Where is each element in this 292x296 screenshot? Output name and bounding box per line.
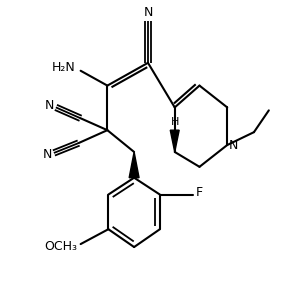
Text: N: N: [229, 139, 239, 152]
Text: F: F: [196, 186, 203, 199]
Text: H: H: [171, 117, 179, 127]
Text: OCH₃: OCH₃: [45, 239, 78, 252]
Text: N: N: [44, 99, 54, 112]
Text: H₂N: H₂N: [52, 61, 76, 74]
Polygon shape: [129, 152, 139, 178]
Polygon shape: [170, 130, 179, 152]
Text: N: N: [43, 148, 52, 161]
Text: N: N: [143, 6, 153, 19]
